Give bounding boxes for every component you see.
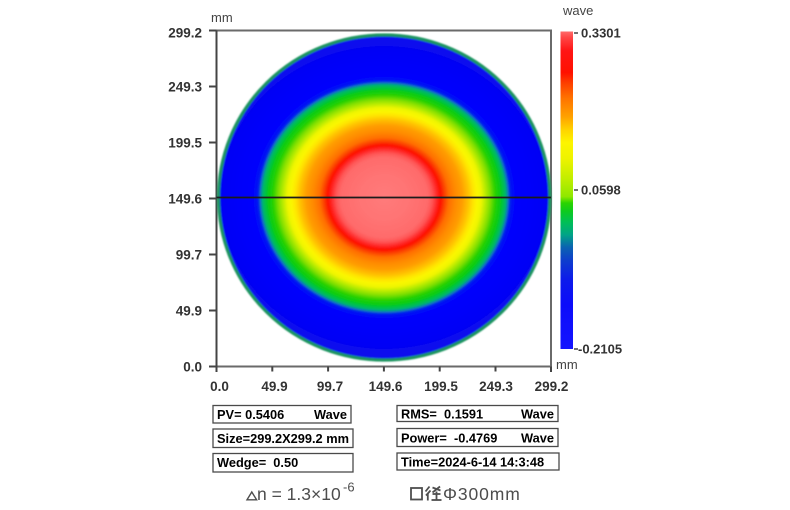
svg-text:n = 1.3×10: n = 1.3×10 bbox=[257, 484, 341, 504]
svg-text:299.2: 299.2 bbox=[168, 26, 202, 41]
svg-text:199.5: 199.5 bbox=[168, 136, 202, 151]
svg-text:Φ300mm: Φ300mm bbox=[443, 484, 521, 504]
svg-text:149.6: 149.6 bbox=[369, 379, 403, 394]
svg-text:mm: mm bbox=[211, 10, 233, 25]
svg-text:249.3: 249.3 bbox=[168, 80, 202, 95]
svg-text:Power= -0.4769: Power= -0.4769 bbox=[401, 431, 497, 446]
svg-text:Wave: Wave bbox=[521, 407, 554, 422]
svg-text:0.0598: 0.0598 bbox=[581, 183, 621, 198]
svg-text:RMS= 0.1591: RMS= 0.1591 bbox=[401, 407, 483, 422]
svg-text:0.0: 0.0 bbox=[183, 360, 202, 375]
svg-text:-0.2105: -0.2105 bbox=[578, 342, 622, 357]
svg-text:Wave: Wave bbox=[314, 407, 347, 422]
svg-text:199.5: 199.5 bbox=[424, 379, 458, 394]
svg-text:mm: mm bbox=[326, 431, 349, 446]
svg-text:299.2: 299.2 bbox=[535, 379, 569, 394]
svg-text:Wave: Wave bbox=[521, 431, 554, 446]
svg-text:99.7: 99.7 bbox=[317, 379, 343, 394]
svg-text:-6: -6 bbox=[343, 480, 355, 495]
svg-text:0.0: 0.0 bbox=[210, 379, 229, 394]
svg-text:PV= 0.5406: PV= 0.5406 bbox=[217, 407, 284, 422]
svg-text:mm: mm bbox=[556, 357, 578, 372]
svg-text:149.6: 149.6 bbox=[168, 192, 202, 207]
svg-text:Time=2024-6-14 14:3:48: Time=2024-6-14 14:3:48 bbox=[401, 455, 544, 470]
svg-text:249.3: 249.3 bbox=[479, 379, 513, 394]
svg-text:0.3301: 0.3301 bbox=[581, 26, 621, 41]
svg-text:99.7: 99.7 bbox=[176, 248, 202, 263]
svg-text:Wedge= 0.50: Wedge= 0.50 bbox=[217, 455, 298, 470]
svg-text:wave: wave bbox=[562, 3, 593, 18]
svg-text:Size=299.2X299.2: Size=299.2X299.2 bbox=[217, 431, 323, 446]
svg-text:49.9: 49.9 bbox=[261, 379, 287, 394]
svg-text:49.9: 49.9 bbox=[176, 304, 202, 319]
